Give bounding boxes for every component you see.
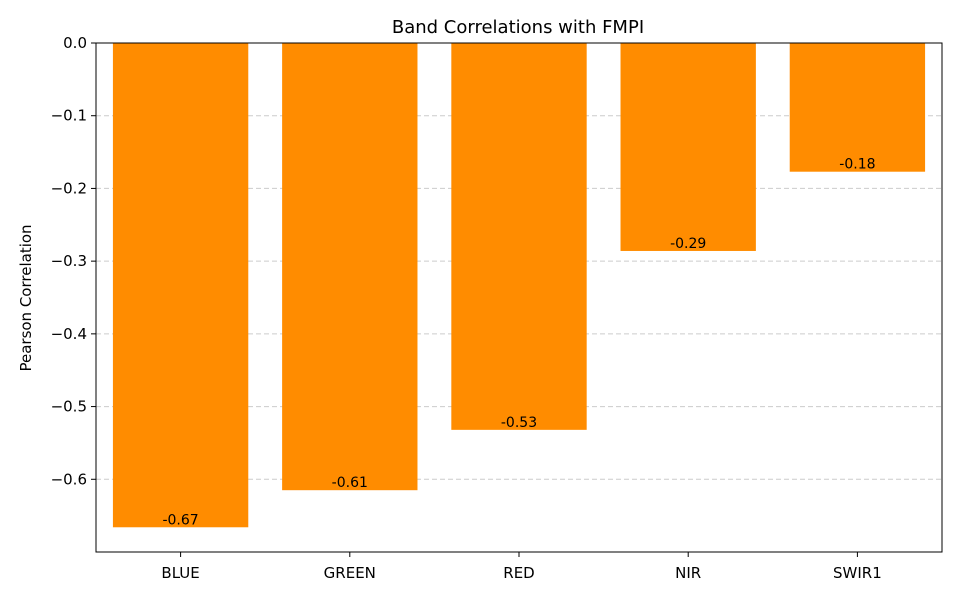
- x-tick-label: NIR: [675, 564, 701, 582]
- x-tick-label: BLUE: [161, 564, 199, 582]
- data-label: -0.18: [839, 157, 875, 173]
- y-tick-label: −0.1: [51, 107, 87, 125]
- x-tick-label: GREEN: [324, 564, 376, 582]
- x-tick-label: RED: [503, 564, 534, 582]
- data-label: -0.29: [670, 236, 706, 252]
- bar-red: [451, 43, 587, 430]
- bar-green: [282, 43, 418, 491]
- bars: [112, 43, 926, 528]
- plot-frame: [95, 42, 943, 553]
- x-tick-label: SWIR1: [833, 564, 882, 582]
- y-tick-label: −0.3: [51, 252, 87, 270]
- y-tick-label: −0.6: [51, 470, 87, 488]
- data-label: -0.53: [501, 415, 537, 431]
- y-tick-label: −0.2: [51, 179, 87, 197]
- data-labels: -0.67 -0.61 -0.53 -0.29 -0.18: [162, 157, 875, 529]
- axis-ticks: 0.0 −0.1 −0.2 −0.3 −0.4 −0.5 −0.6 BLUE GREEN RED N…: [51, 34, 882, 582]
- bar-blue: [112, 43, 249, 528]
- y-tick-label: −0.5: [51, 398, 87, 416]
- data-label: -0.67: [162, 512, 198, 528]
- data-label: -0.61: [332, 475, 368, 491]
- bar-nir: [620, 43, 756, 251]
- y-axis-label: Pearson Correlation: [17, 224, 35, 371]
- bar-swir1: [789, 43, 926, 172]
- chart-title: Band Correlations with FMPI: [392, 17, 644, 38]
- y-tick-label: −0.4: [51, 325, 87, 343]
- y-tick-label: 0.0: [63, 34, 87, 52]
